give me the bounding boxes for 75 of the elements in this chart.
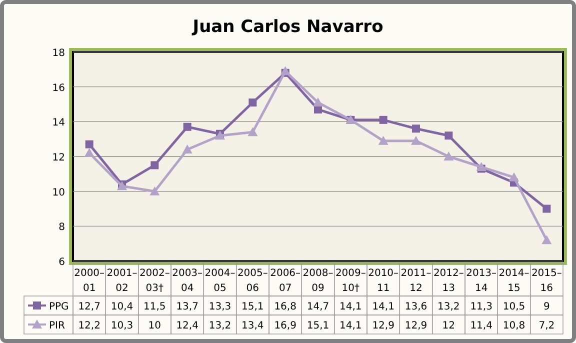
data-label: 10 <box>148 320 162 332</box>
point <box>150 186 160 196</box>
data-label: 14,1 <box>340 320 362 332</box>
point <box>182 144 192 154</box>
data-label: 16,9 <box>274 320 296 332</box>
data-label: 12,2 <box>78 320 100 332</box>
y-tick-label: 12 <box>52 152 65 164</box>
x-tick-label: 2011–12 <box>400 268 432 294</box>
point <box>411 136 421 145</box>
point <box>444 152 454 160</box>
point <box>248 127 258 136</box>
x-tick-label: 2003–04 <box>172 268 203 294</box>
legend-label: PIR <box>49 320 65 332</box>
x-tick-label: 2010–11 <box>368 268 399 294</box>
point <box>444 132 453 140</box>
x-tick-label: 2004–05 <box>204 268 236 294</box>
data-label: 12,9 <box>372 320 394 332</box>
y-tick-label: 8 <box>58 222 65 234</box>
x-tick-label: 2012–13 <box>433 268 464 294</box>
point <box>379 116 388 124</box>
data-label: 13,7 <box>176 302 198 312</box>
y-tick-label: 18 <box>52 48 65 59</box>
legend-label: PPG <box>49 302 69 312</box>
y-tick-label: 10 <box>52 187 65 198</box>
x-tick-label: 2006–07 <box>270 268 301 294</box>
data-label: 10,5 <box>502 302 526 312</box>
data-label: 13,2 <box>208 320 232 332</box>
x-tick-label: 2000–01 <box>74 268 105 294</box>
data-label: 13,2 <box>438 302 460 312</box>
data-label: 10,3 <box>110 320 134 332</box>
data-label: 15,1 <box>242 302 264 312</box>
x-tick-label: 2013–14 <box>466 268 497 294</box>
point <box>509 172 519 182</box>
data-label: 12 <box>442 320 456 332</box>
x-tick-label: 2002–03† <box>139 268 170 294</box>
y-tick-label: 16 <box>52 82 65 94</box>
point <box>542 204 551 213</box>
point <box>84 148 94 158</box>
point <box>85 140 94 148</box>
data-label: 12,4 <box>176 320 198 332</box>
point <box>542 235 552 244</box>
x-tick-label: 2015–16 <box>531 268 562 294</box>
x-tick-label: 2008–09 <box>302 268 334 294</box>
point <box>150 161 159 170</box>
data-label: 10,4 <box>110 302 134 312</box>
point <box>412 124 420 133</box>
x-tick-label: 2014–15 <box>498 268 530 294</box>
point <box>476 162 486 171</box>
point <box>378 136 388 145</box>
point <box>313 98 323 107</box>
data-label: 11,5 <box>144 302 166 312</box>
x-tick-label: 2005–06 <box>237 268 268 294</box>
data-label: 7,2 <box>538 320 555 332</box>
x-tick-label: 2001–02 <box>106 268 138 294</box>
point <box>248 98 257 107</box>
point <box>183 122 192 131</box>
data-label: 14,1 <box>340 302 362 312</box>
y-tick-label: 6 <box>58 257 65 268</box>
data-label: 11,4 <box>470 320 492 332</box>
x-tick-label: 2009–10† <box>335 268 366 294</box>
y-tick-label: 14 <box>52 118 65 129</box>
data-label: 13,4 <box>242 320 264 332</box>
data-label: 16,8 <box>274 302 296 312</box>
data-label: 13,6 <box>404 302 428 312</box>
data-label: 12,7 <box>78 302 100 312</box>
data-label: 15,1 <box>306 320 330 332</box>
data-label: 11,3 <box>470 302 492 312</box>
data-label: 10,8 <box>502 320 526 332</box>
point <box>280 66 290 76</box>
data-label: 14,1 <box>372 302 394 312</box>
chart-title: Juan Carlos Navarro <box>192 17 384 37</box>
data-label: 14,7 <box>306 302 330 312</box>
data-label: 13,3 <box>208 302 232 312</box>
data-label: 9 <box>543 302 550 312</box>
data-label: 12,9 <box>404 320 428 332</box>
